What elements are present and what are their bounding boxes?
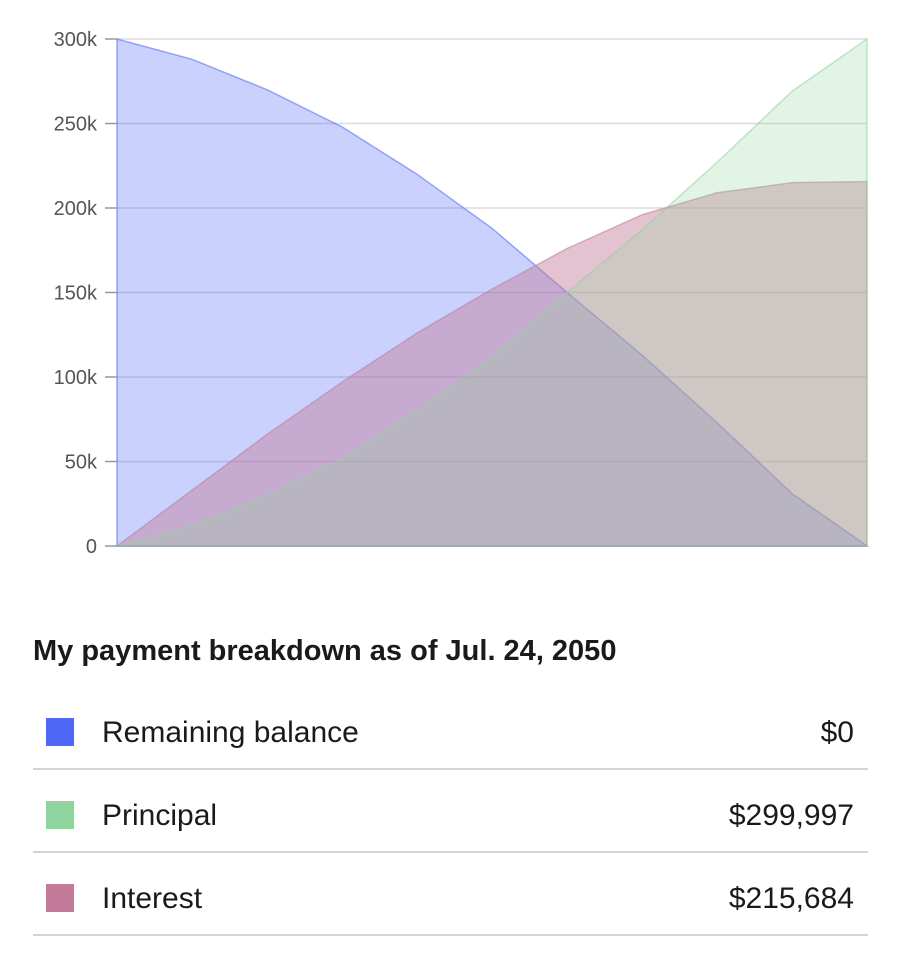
y-tick-label: 50k [65,452,98,474]
series-areas [114,37,870,547]
remaining-balance-value: $0 [820,716,854,749]
principal-label: Principal [102,799,218,832]
interest-value: $215,684 [728,882,854,915]
y-tick-label: 100k [54,367,98,389]
y-tick-label: 150k [54,283,98,305]
breakdown-row-remaining-balance: Remaining balance $0 [33,677,868,770]
payment-breakdown: My payment breakdown as of Jul. 24, 2050… [33,625,868,936]
interest-label: Interest [102,882,203,915]
interest-swatch [46,884,74,912]
gridlines [117,38,867,547]
y-tick-label: 250k [54,114,98,136]
breakdown-row-interest: Interest $215,684 [33,853,868,936]
breakdown-list: Remaining balance $0 Principal $299,997 … [33,677,868,936]
y-tick-label: 200k [54,198,98,220]
remaining-balance-label: Remaining balance [102,716,359,749]
payment-area-chart: 0 50k 100k 150k 200k 250k 300k [54,29,870,558]
y-tick-label: 0 [86,536,97,558]
breakdown-row-principal: Principal $299,997 [33,770,868,853]
breakdown-title: My payment breakdown as of Jul. 24, 2050 [33,635,617,667]
y-tick-label: 300k [54,29,98,51]
principal-value: $299,997 [728,799,854,832]
y-axis: 0 50k 100k 150k 200k 250k 300k [54,29,117,558]
principal-area [116,37,868,547]
principal-swatch [46,801,74,829]
remaining-balance-area [116,38,870,547]
remaining-balance-swatch [46,718,74,746]
